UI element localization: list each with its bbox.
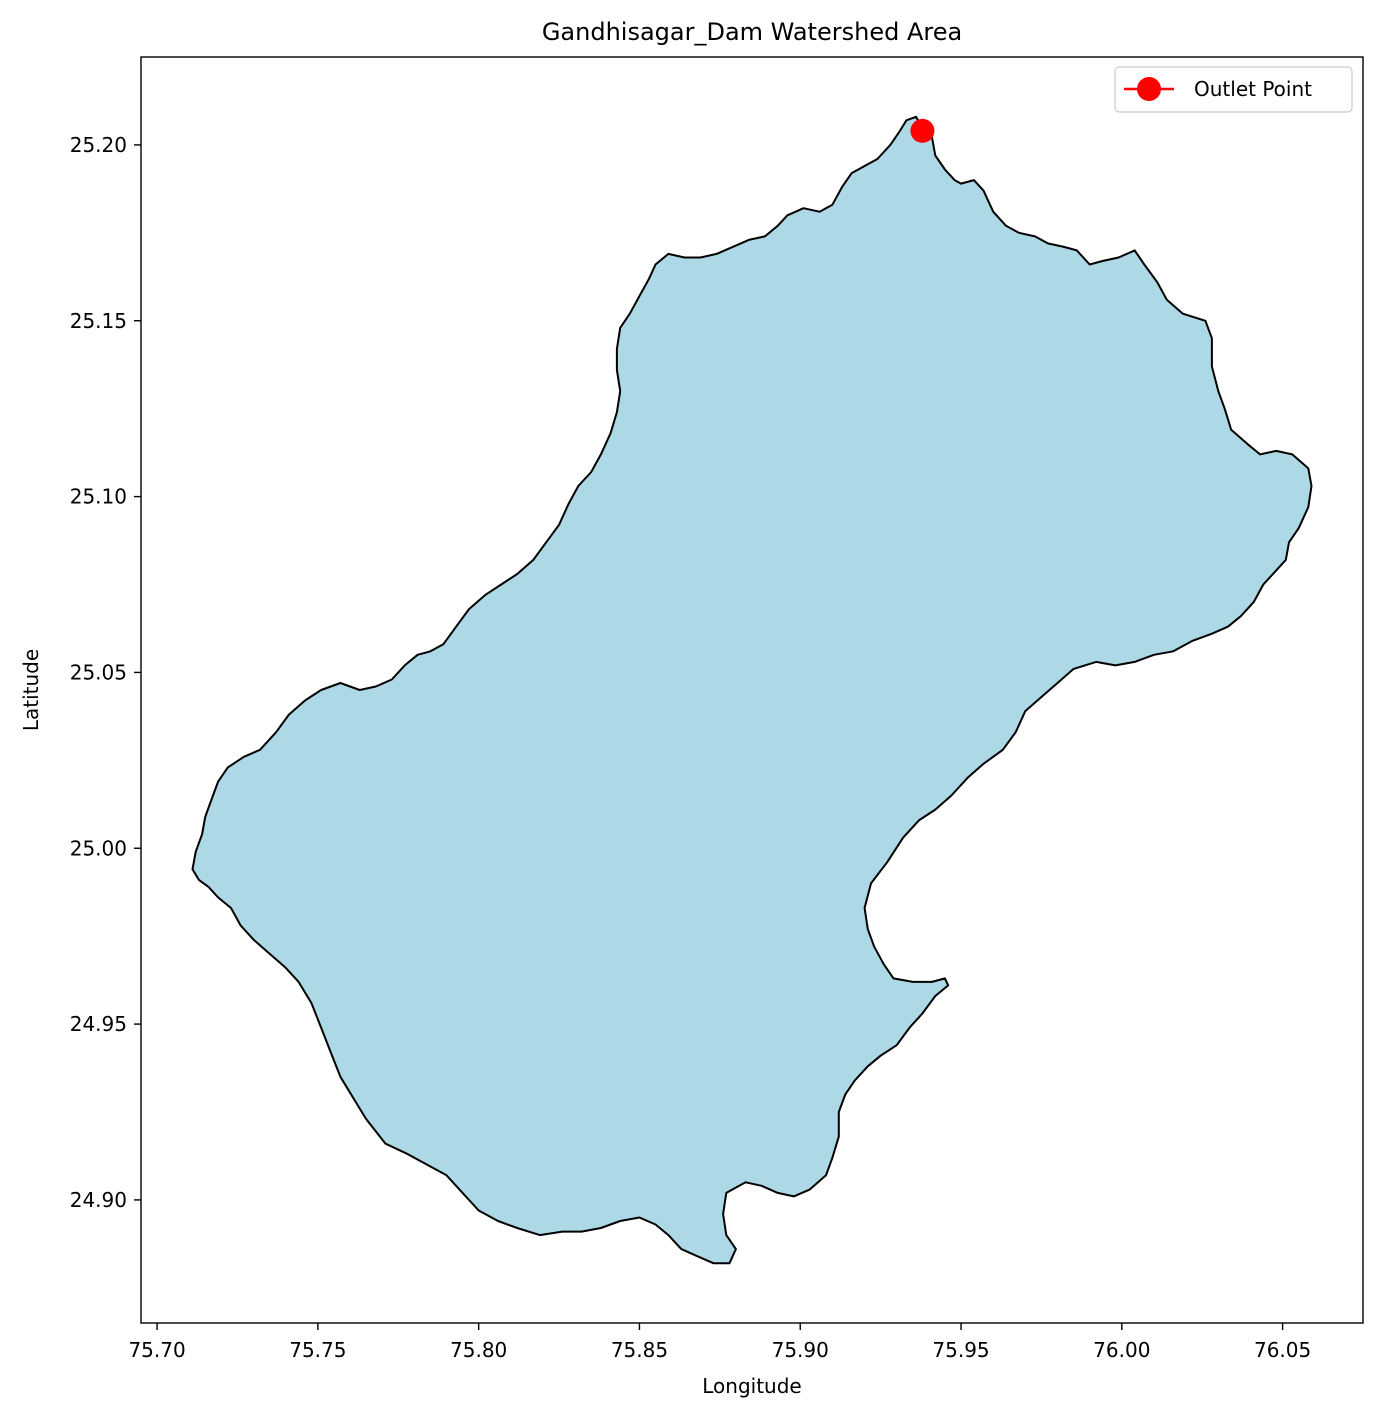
legend-box (1114, 66, 1353, 113)
y-tick-label: 25.20 (70, 133, 127, 157)
watershed-area-polygon (191, 115, 1313, 1265)
y-tick-label: 25.15 (70, 309, 127, 333)
axes-frame (140, 56, 1364, 1324)
x-tick-label: 75.70 (128, 1338, 185, 1362)
x-axis-ticks: 75.70 75.75 75.80 75.85 75.90 75.95 76.00 76.05 (128, 1323, 1311, 1362)
x-tick-label: 75.95 (932, 1338, 989, 1362)
x-tick-label: 75.80 (450, 1338, 507, 1362)
x-tick-label: 76.05 (1254, 1338, 1311, 1362)
y-tick-label: 25.00 (70, 836, 127, 860)
y-axis-label: Latitude (19, 649, 43, 731)
x-tick-label: 76.00 (1093, 1338, 1150, 1362)
chart-title: Gandhisagar_Dam Watershed Area (542, 18, 962, 46)
x-axis-label: Longitude (702, 1374, 801, 1398)
legend-marker-icon (1137, 77, 1161, 101)
y-tick-label: 25.05 (70, 660, 127, 684)
y-tick-label: 24.95 (70, 1012, 127, 1036)
x-tick-label: 75.85 (611, 1338, 668, 1362)
x-tick-label: 75.90 (772, 1338, 829, 1362)
legend-label-outlet-point: Outlet Point (1194, 77, 1312, 101)
outlet-point-marker (910, 118, 935, 143)
legend: Outlet Point (1114, 66, 1353, 113)
plot-area (191, 115, 1313, 1265)
y-axis-ticks: 24.90 24.95 25.00 25.05 25.10 25.15 25.20 (70, 133, 141, 1212)
y-tick-label: 24.90 (70, 1188, 127, 1212)
y-tick-label: 25.10 (70, 485, 127, 509)
x-tick-label: 75.75 (289, 1338, 346, 1362)
